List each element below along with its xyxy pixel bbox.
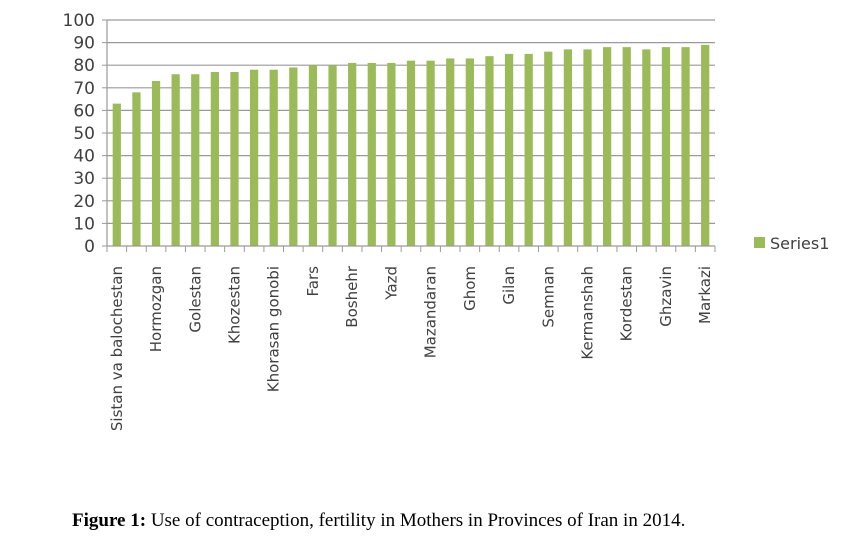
x-tick-labels: Sistan va balochestan Hormozgan Golestan Kh…: [108, 265, 714, 431]
y-tick-label: 30: [73, 169, 95, 189]
x-tick-label: Kermanshah: [579, 266, 597, 360]
x-tick-label: Mazandaran: [422, 266, 440, 358]
bar: [387, 62, 396, 246]
bar: [249, 69, 259, 246]
x-tick-label: Boshehr: [343, 265, 361, 328]
y-tick-label: 70: [73, 79, 95, 99]
legend: Series1: [754, 234, 829, 253]
caption-label: Figure 1:: [72, 510, 147, 531]
bar: [661, 47, 671, 247]
y-tick-label: 10: [73, 214, 95, 234]
x-tick-label: Ghom: [461, 266, 479, 311]
bar: [622, 47, 631, 247]
figure-caption: Figure 1: Use of contraception, fertilit…: [72, 510, 685, 532]
bar: [583, 49, 592, 246]
bar: [544, 51, 553, 246]
legend-label: Series1: [770, 234, 829, 253]
y-tick-label: 80: [73, 56, 95, 76]
bar: [191, 74, 200, 247]
bars: [112, 44, 710, 247]
y-tick-label: 20: [73, 192, 95, 212]
bar: [171, 74, 180, 247]
bar: [446, 58, 455, 246]
bar: [485, 56, 494, 246]
y-tick-label: 60: [73, 101, 95, 121]
x-tick-label: Ghzavin: [657, 266, 675, 327]
bar: [504, 53, 514, 247]
y-tick-label: 90: [73, 34, 95, 54]
x-tick-label: Golestan: [186, 266, 204, 333]
bar: [269, 69, 278, 246]
y-tick-label: 40: [73, 147, 95, 167]
bar: [465, 58, 474, 246]
bar: [230, 71, 239, 246]
bar: [563, 49, 573, 246]
bar: [701, 44, 710, 246]
bar: [524, 53, 533, 247]
caption-text: Use of contraception, fertility in Mothe…: [146, 510, 686, 531]
bar: [603, 47, 612, 247]
y-tick-label: 100: [63, 11, 95, 31]
bar: [328, 65, 337, 246]
bar: [426, 60, 435, 247]
bar: [132, 92, 141, 246]
axes: [102, 19, 716, 252]
x-tick-label: Sistan va balochestan: [108, 266, 126, 431]
y-tick-label: 0: [84, 237, 95, 257]
bar: [308, 65, 318, 246]
bar: [348, 62, 357, 246]
x-tick-label: Kordestan: [618, 266, 636, 341]
bar: [681, 47, 690, 247]
bar: [210, 71, 219, 246]
x-tick-label: Semnan: [539, 266, 557, 328]
bar: [367, 62, 376, 246]
legend-swatch: [754, 237, 765, 248]
bar: [151, 81, 161, 247]
y-tick-label: 50: [73, 124, 95, 144]
bar: [406, 60, 416, 247]
x-tick-label: Hormozgan: [147, 266, 165, 352]
x-tick-label: Khozestan: [225, 266, 243, 344]
bar: [112, 103, 121, 247]
x-tick-label: Fars: [304, 266, 322, 297]
bar: [642, 49, 651, 246]
x-tick-label: Yazd: [382, 266, 400, 301]
bar: [289, 67, 298, 247]
x-tick-label: Gilan: [500, 266, 518, 305]
x-tick-label: Markazi: [696, 266, 714, 324]
x-tick-label: Khorasan gonobi: [265, 266, 283, 392]
